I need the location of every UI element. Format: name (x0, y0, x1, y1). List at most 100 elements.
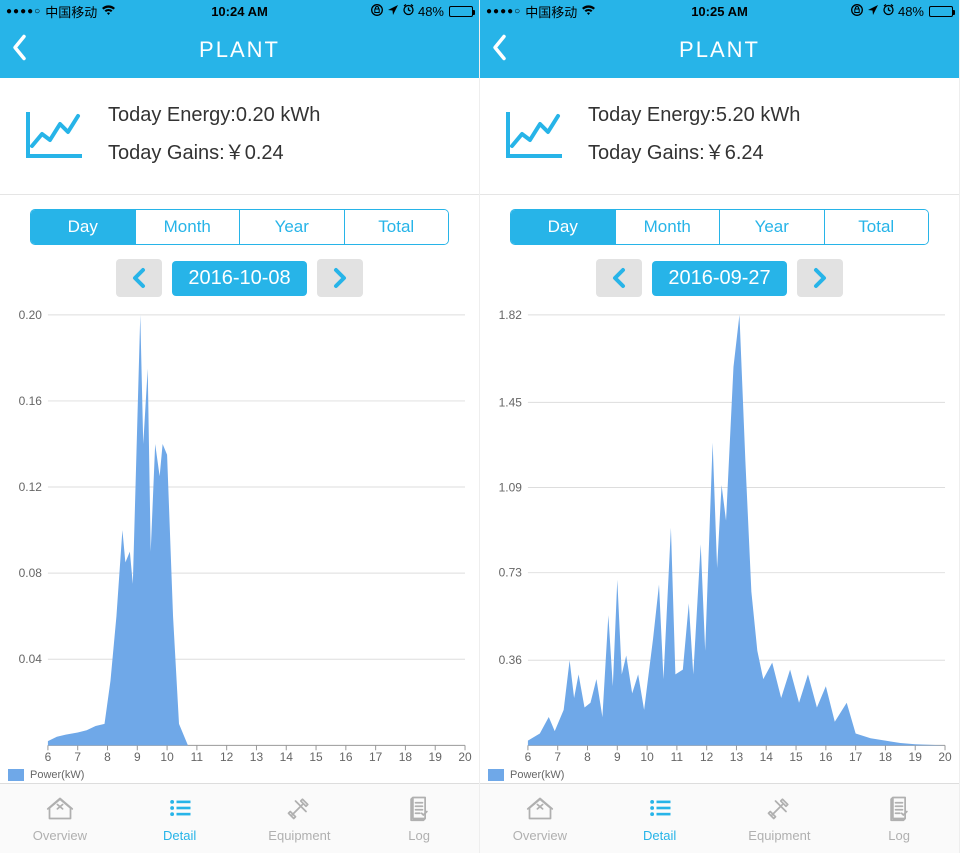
tab-label: Log (408, 828, 430, 843)
log-icon (404, 794, 434, 825)
carrier-label: 中国移动 (45, 2, 97, 21)
log-icon (884, 794, 914, 825)
svg-text:11: 11 (191, 750, 204, 764)
segment-day[interactable]: Day (511, 210, 616, 244)
segment-total[interactable]: Total (825, 210, 929, 244)
svg-text:16: 16 (819, 750, 833, 764)
alarm-icon (882, 3, 895, 19)
svg-text:17: 17 (849, 750, 862, 764)
signal-dots-icon: ●●●●○ (486, 6, 521, 17)
date-next-button[interactable] (317, 259, 363, 297)
tab-overview[interactable]: Overview (480, 784, 600, 853)
svg-text:9: 9 (614, 750, 621, 764)
carrier-label: 中国移动 (525, 2, 577, 21)
svg-text:6: 6 (525, 750, 532, 764)
date-next-button[interactable] (797, 259, 843, 297)
svg-text:15: 15 (309, 750, 323, 764)
chart-area: 0.040.080.120.160.2067891011121314151617… (0, 297, 479, 767)
back-button[interactable] (490, 33, 510, 68)
today-energy-row: Today Energy:5.20 kWh (588, 96, 800, 134)
date-prev-button[interactable] (596, 259, 642, 297)
overview-icon (45, 794, 75, 825)
power-chart: 0.040.080.120.160.2067891011121314151617… (6, 305, 473, 767)
today-gains-label: Today Gains: (108, 142, 225, 164)
segment-year[interactable]: Year (240, 210, 345, 244)
wifi-icon (581, 4, 596, 19)
nav-bar: PLANT (480, 22, 959, 78)
svg-text:0.12: 0.12 (19, 480, 42, 494)
svg-text:8: 8 (584, 750, 591, 764)
tab-label: Detail (643, 828, 676, 843)
back-button[interactable] (10, 33, 30, 68)
svg-text:11: 11 (671, 750, 684, 764)
svg-text:10: 10 (640, 750, 654, 764)
today-energy-row: Today Energy:0.20 kWh (108, 96, 320, 134)
tab-log[interactable]: Log (839, 784, 959, 853)
svg-text:19: 19 (429, 750, 443, 764)
period-segmented-control: DayMonthYearTotal (510, 209, 929, 245)
tab-label: Equipment (748, 828, 810, 843)
date-label[interactable]: 2016-09-27 (652, 261, 786, 296)
svg-text:0.36: 0.36 (499, 653, 523, 667)
svg-text:7: 7 (554, 750, 561, 764)
svg-text:18: 18 (399, 750, 413, 764)
chart-line-icon (20, 104, 90, 164)
svg-text:9: 9 (134, 750, 141, 764)
segment-month[interactable]: Month (616, 210, 721, 244)
today-energy-label: Today Energy: (588, 104, 716, 126)
svg-text:0.20: 0.20 (19, 308, 43, 322)
tab-bar: Overview Detail Equipment Log (480, 783, 959, 853)
power-chart: 0.360.731.091.451.8267891011121314151617… (486, 305, 953, 767)
segment-year[interactable]: Year (720, 210, 825, 244)
segment-day[interactable]: Day (31, 210, 136, 244)
nav-bar: PLANT (0, 22, 479, 78)
svg-text:15: 15 (789, 750, 803, 764)
segment-total[interactable]: Total (345, 210, 449, 244)
summary-card: Today Energy:0.20 kWhToday Gains:￥0.24 (0, 78, 479, 195)
tab-label: Detail (163, 828, 196, 843)
equipment-icon (284, 794, 314, 825)
battery-percent: 48% (418, 4, 444, 19)
today-gains-label: Today Gains: (588, 142, 705, 164)
tab-bar: Overview Detail Equipment Log (0, 783, 479, 853)
orientation-lock-icon (850, 3, 864, 20)
svg-text:10: 10 (160, 750, 174, 764)
signal-dots-icon: ●●●●○ (6, 6, 41, 17)
date-picker-row: 2016-09-27 (480, 259, 959, 297)
svg-text:20: 20 (938, 750, 952, 764)
svg-text:16: 16 (339, 750, 353, 764)
alarm-icon (402, 3, 415, 19)
svg-text:6: 6 (45, 750, 52, 764)
status-bar: ●●●●○中国移动10:25 AM48% (480, 0, 959, 22)
orientation-lock-icon (370, 3, 384, 20)
tab-detail[interactable]: Detail (120, 784, 240, 853)
tab-equipment[interactable]: Equipment (720, 784, 840, 853)
battery-icon (929, 6, 953, 17)
svg-text:1.09: 1.09 (499, 481, 523, 495)
svg-text:0.08: 0.08 (19, 566, 43, 580)
status-bar: ●●●●○中国移动10:24 AM48% (0, 0, 479, 22)
svg-text:8: 8 (104, 750, 111, 764)
svg-text:12: 12 (700, 750, 713, 764)
today-gains-row: Today Gains:￥6.24 (588, 134, 800, 172)
date-label[interactable]: 2016-10-08 (172, 261, 306, 296)
tab-equipment[interactable]: Equipment (240, 784, 360, 853)
today-energy-value: 5.20 kWh (716, 104, 800, 126)
status-time: 10:25 AM (691, 4, 748, 19)
tab-label: Overview (513, 828, 567, 843)
tab-detail[interactable]: Detail (600, 784, 720, 853)
tab-overview[interactable]: Overview (0, 784, 120, 853)
tab-log[interactable]: Log (359, 784, 479, 853)
summary-card: Today Energy:5.20 kWhToday Gains:￥6.24 (480, 78, 959, 195)
svg-text:1.82: 1.82 (499, 308, 522, 322)
svg-text:12: 12 (220, 750, 233, 764)
today-gains-value: ￥6.24 (705, 142, 764, 164)
svg-text:1.45: 1.45 (499, 395, 523, 409)
equipment-icon (764, 794, 794, 825)
period-segmented-control: DayMonthYearTotal (30, 209, 449, 245)
svg-text:18: 18 (879, 750, 893, 764)
date-prev-button[interactable] (116, 259, 162, 297)
tab-label: Equipment (268, 828, 330, 843)
segment-month[interactable]: Month (136, 210, 241, 244)
detail-icon (645, 794, 675, 825)
